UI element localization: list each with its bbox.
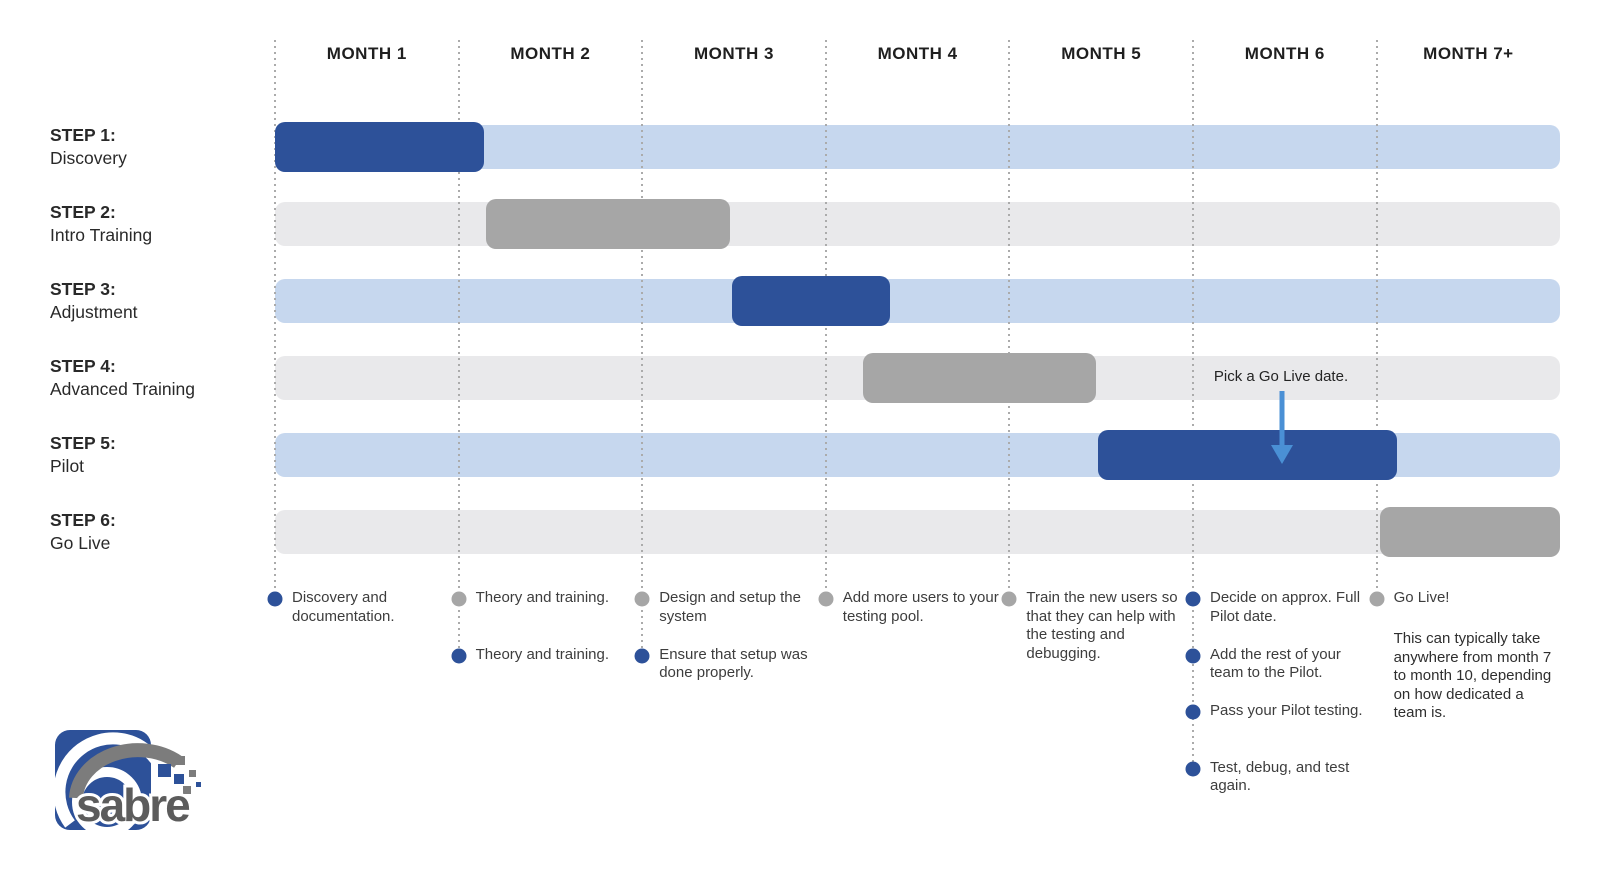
golive-callout-label: Pick a Go Live date. — [1213, 368, 1349, 385]
month-gridline — [274, 40, 276, 607]
milestone-dot-gray — [818, 591, 834, 607]
milestone-text: Train the new users so that they can hel… — [1026, 589, 1178, 662]
milestone-text: Theory and training. — [475, 589, 610, 606]
month-gridline — [1375, 40, 1378, 607]
down-arrow-icon — [1271, 391, 1293, 464]
milestone-dot-blue — [1185, 591, 1201, 607]
milestone-note: This can typically take anywhere from mo… — [1393, 630, 1552, 721]
month-gridline — [457, 40, 460, 664]
step-name: Advanced Training — [50, 379, 195, 399]
month-header-label: MONTH 1 — [326, 44, 407, 63]
month-header-label: MONTH 7+ — [1423, 44, 1514, 63]
task-track-6 — [275, 510, 1561, 554]
milestone-dot-gray — [1369, 591, 1385, 607]
month-header-label: MONTH 3 — [694, 44, 774, 63]
task-bar-2 — [486, 199, 731, 249]
milestone-text: Pass your Pilot testing. — [1210, 702, 1363, 719]
milestone-text: Add the rest of your team to the Pilot. — [1210, 645, 1341, 682]
task-bar-6 — [1380, 507, 1561, 557]
task-track-1 — [275, 125, 1561, 169]
logo-wordmark: sabre — [76, 779, 190, 831]
milestone-dot-gray — [1001, 591, 1017, 607]
step-number: STEP 6: — [50, 510, 116, 530]
milestone-dot-blue — [451, 648, 467, 663]
task-track-3 — [275, 279, 1561, 323]
task-bar-1 — [275, 122, 485, 172]
step-number: STEP 3: — [50, 279, 116, 299]
step-name: Adjustment — [50, 302, 138, 322]
step-name: Go Live — [50, 533, 111, 553]
month-header-label: MONTH 4 — [877, 44, 958, 63]
step-name: Intro Training — [50, 225, 153, 245]
step-number: STEP 5: — [50, 433, 116, 453]
step-name: Pilot — [50, 456, 85, 476]
milestone-text: Decide on approx. Full Pilot date. — [1210, 589, 1361, 625]
month-gridline — [641, 40, 644, 664]
milestone-dot-gray — [634, 591, 650, 607]
task-bar-4 — [862, 353, 1096, 403]
step-number: STEP 2: — [50, 202, 116, 222]
month-header-label: MONTH 6 — [1244, 44, 1325, 63]
milestone-dot-blue — [1185, 648, 1201, 663]
milestone-text: Design and setup the system — [659, 589, 801, 625]
month-header-label: MONTH 5 — [1061, 44, 1142, 63]
step-label-4: STEP 4: Advanced Training — [50, 355, 265, 401]
sabre-logo: sabre — [53, 730, 201, 837]
milestone-text: Ensure that setup was done properly. — [659, 645, 808, 682]
month-gridline — [1008, 40, 1011, 607]
step-number: STEP 1: — [50, 125, 116, 145]
logo-gray-swoosh — [69, 743, 182, 799]
milestone-text: Add more users to your testing pool. — [842, 589, 999, 625]
logo-white-ring — [72, 767, 142, 837]
milestone-dot-blue — [267, 591, 283, 607]
milestone-text: Theory and training. — [475, 645, 610, 663]
step-label-2: STEP 2: Intro Training — [50, 201, 265, 247]
step-label-1: STEP 1: Discovery — [50, 124, 265, 170]
milestone-dot-blue — [634, 648, 650, 663]
milestone-text: Discovery and documentation. — [292, 589, 395, 625]
step-label-3: STEP 3: Adjustment — [50, 278, 265, 324]
step-label-6: STEP 6: Go Live — [50, 509, 265, 555]
month-gridline — [1192, 40, 1194, 777]
milestone-dot-blue — [1185, 704, 1201, 720]
step-name: Discovery — [50, 148, 127, 168]
milestone-dot-blue — [1185, 761, 1201, 776]
month-header-label: MONTH 2 — [510, 44, 591, 63]
milestone-text: Test, debug, and test again. — [1210, 758, 1350, 795]
task-bar-5 — [1097, 430, 1397, 480]
step-number: STEP 4: — [50, 356, 116, 376]
task-bar-3 — [732, 276, 891, 326]
logo-pixel-squares — [158, 756, 201, 794]
milestone-text: Go Live! — [1393, 589, 1450, 606]
milestone-dot-gray — [451, 591, 467, 607]
step-label-5: STEP 5: Pilot — [50, 432, 265, 478]
